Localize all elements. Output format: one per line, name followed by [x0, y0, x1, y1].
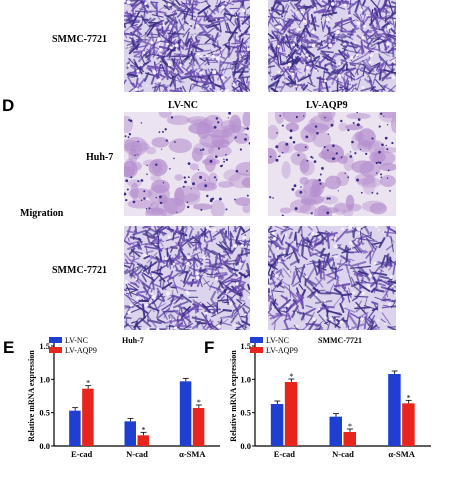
y-tick-label: 1.5 — [39, 341, 50, 351]
micrograph-smmc-lv-aqp9-top — [268, 0, 396, 92]
x-tick-label: N-cad — [126, 449, 148, 459]
bar-lv-aqp9 — [344, 432, 357, 446]
significance-star: * — [407, 393, 411, 402]
micrograph-smmc-lv-nc — [124, 226, 250, 330]
legend-label: LV-AQP9 — [266, 346, 298, 355]
micrograph-smmc-lv-nc-top — [124, 0, 250, 92]
panel-letter-f: F — [204, 338, 214, 358]
significance-star: * — [348, 422, 352, 431]
bar-lv-nc — [330, 417, 343, 446]
micrograph-huh7-lv-aqp9 — [268, 112, 396, 216]
bar-lv-aqp9 — [138, 435, 150, 446]
legend-label: LV-NC — [266, 336, 289, 345]
significance-star: * — [289, 372, 293, 381]
y-tick-label: 0.5 — [240, 408, 251, 418]
x-tick-label: α-SMA — [179, 449, 206, 459]
panel-letter-d: D — [2, 96, 14, 116]
legend-swatch — [49, 347, 62, 353]
row-label-smmc: SMMC-7721 — [52, 265, 107, 276]
row-label-huh7: Huh-7 — [86, 152, 113, 163]
x-tick-label: E-cad — [274, 449, 296, 459]
y-tick-label: 1.5 — [240, 341, 251, 351]
column-header-lv-nc: LV-NC — [168, 100, 198, 111]
bar-lv-aqp9 — [193, 408, 205, 446]
row-label-migration: Migration — [20, 208, 63, 219]
bar-lv-nc — [271, 404, 283, 446]
legend-swatch — [250, 337, 263, 343]
legend-swatch — [49, 337, 62, 343]
bar-lv-nc — [180, 381, 192, 446]
y-tick-label: 0.0 — [39, 441, 50, 451]
legend-label: LV-NC — [65, 336, 88, 345]
bar-lv-nc — [125, 421, 137, 446]
chart-title: SMMC-7721 — [318, 336, 362, 345]
y-axis-label: Relative mRNA expression — [229, 350, 238, 442]
chart-title: Huh-7 — [122, 336, 144, 345]
bar-lv-aqp9 — [402, 403, 415, 446]
bar-lv-aqp9 — [82, 389, 94, 446]
y-axis-label: Relative mRNA expression — [27, 350, 36, 442]
x-tick-label: α-SMA — [388, 449, 415, 459]
bar-lv-nc — [388, 374, 401, 446]
legend-swatch — [250, 347, 263, 353]
row-label-smmc-top: SMMC-7721 — [52, 34, 107, 45]
bar-lv-aqp9 — [285, 382, 298, 446]
y-tick-label: 1.0 — [240, 374, 251, 384]
micrograph-huh7-lv-nc — [124, 112, 250, 216]
y-tick-label: 1.0 — [39, 374, 50, 384]
column-header-lv-aqp9: LV-AQP9 — [306, 100, 348, 111]
significance-star: * — [142, 425, 146, 434]
significance-star: * — [197, 398, 201, 407]
legend-label: LV-AQP9 — [65, 346, 97, 355]
bar-lv-nc — [69, 411, 81, 446]
significance-star: * — [86, 379, 90, 388]
y-tick-label: 0.5 — [39, 408, 50, 418]
micrograph-smmc-lv-aqp9 — [268, 226, 396, 330]
x-tick-label: N-cad — [332, 449, 354, 459]
panel-letter-e: E — [3, 338, 14, 358]
x-tick-label: E-cad — [71, 449, 93, 459]
y-tick-label: 0.0 — [240, 441, 251, 451]
